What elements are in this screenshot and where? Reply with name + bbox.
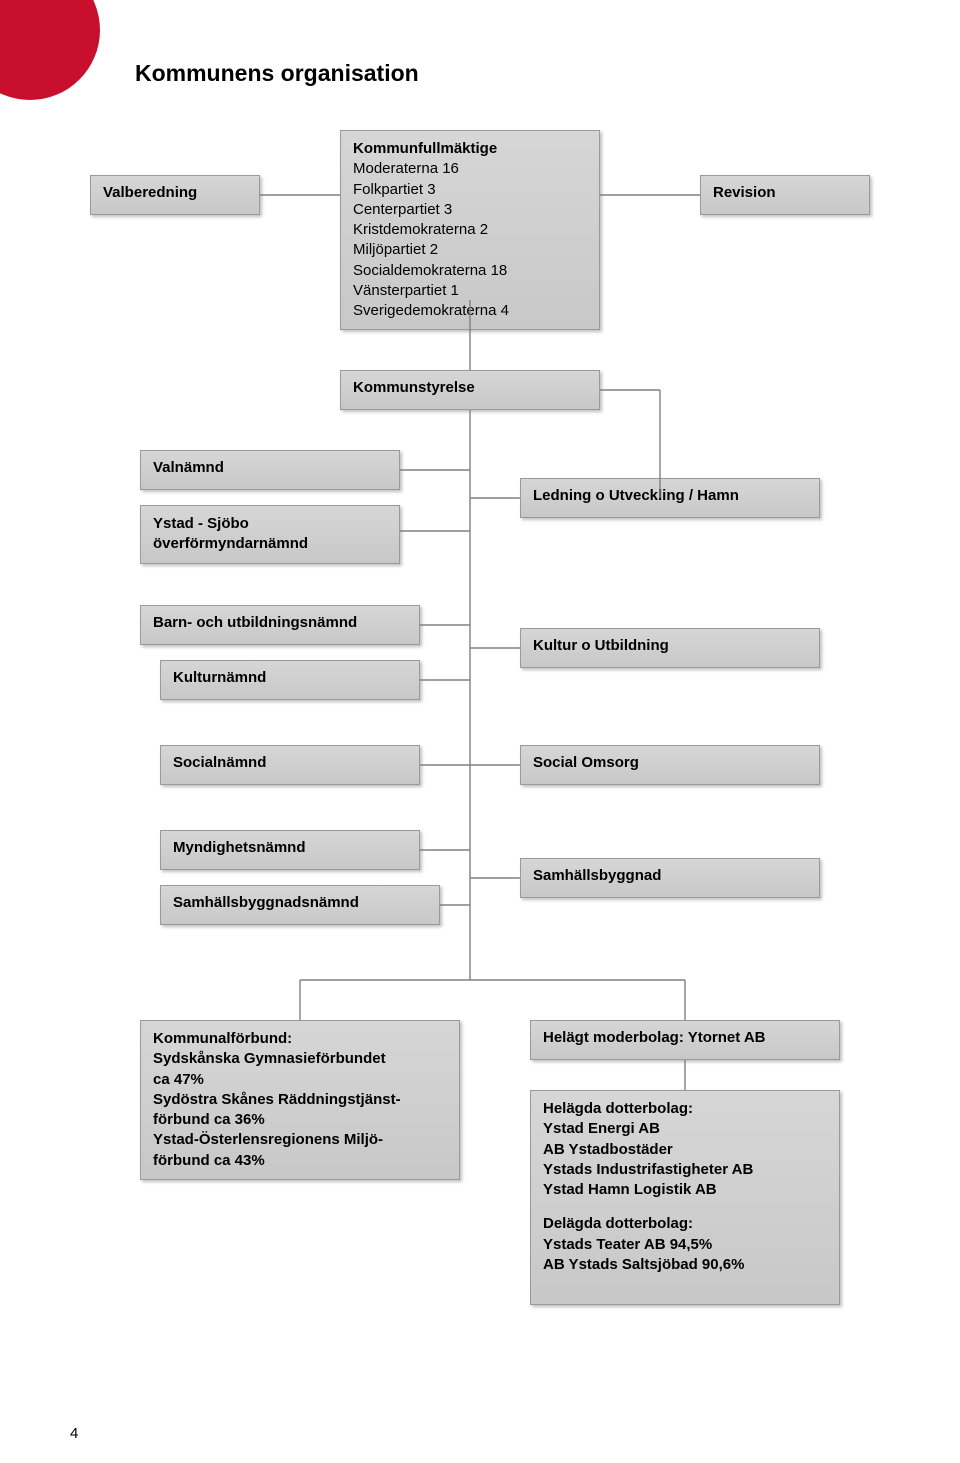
party-line: Miljöpartiet 2 [353, 240, 587, 260]
label: Barn- och utbildningsnämnd [153, 614, 357, 631]
line: Ystads Industrifastigheter AB [543, 1160, 827, 1180]
label: Revision [713, 184, 776, 201]
box-valberedning: Valberedning [90, 175, 260, 215]
line: Ystad Energi AB [543, 1119, 827, 1139]
box-dotterbolag: Helägda dotterbolag:Ystad Energi ABAB Ys… [530, 1090, 840, 1305]
group-heading: Helägda dotterbolag: [543, 1099, 827, 1119]
box-kommunstyrelse: Kommunstyrelse [340, 370, 600, 410]
label: Samhällsbyggnadsnämnd [173, 894, 359, 911]
label: Social Omsorg [533, 754, 639, 771]
party-line: Kristdemokraterna 2 [353, 220, 587, 240]
heading2: överförmyndarnämnd [153, 534, 387, 554]
party-line: Vänsterpartiet 1 [353, 281, 587, 301]
party-line: Sverigedemokraterna 4 [353, 301, 587, 321]
heading: Kommunalförbund: [153, 1029, 447, 1049]
label: Ledning o Utveckling / Hamn [533, 487, 739, 504]
label: Samhällsbyggnad [533, 867, 661, 884]
line: AB Ystadbostäder [543, 1140, 827, 1160]
label: Valberedning [103, 184, 197, 201]
label: Helägt moderbolag: Ytornet AB [543, 1029, 766, 1046]
party-line: Socialdemokraterna 18 [353, 261, 587, 281]
line: ca 47% [153, 1070, 447, 1090]
box-samhallsbyggnadsnamnd: Samhällsbyggnadsnämnd [160, 885, 440, 925]
party-line: Centerpartiet 3 [353, 200, 587, 220]
line: förbund ca 43% [153, 1151, 447, 1171]
box-revision: Revision [700, 175, 870, 215]
label: Socialnämnd [173, 754, 266, 771]
box-ledning: Ledning o Utveckling / Hamn [520, 478, 820, 518]
box-valnamnd: Valnämnd [140, 450, 400, 490]
line: Sydskånska Gymnasieförbundet [153, 1049, 447, 1069]
party-line: Folkpartiet 3 [353, 180, 587, 200]
page-title: Kommunens organisation [135, 60, 419, 87]
label: Kommunstyrelse [353, 379, 475, 396]
line: förbund ca 36% [153, 1110, 447, 1130]
heading: Ystad - Sjöbo [153, 514, 387, 534]
box-social-omsorg: Social Omsorg [520, 745, 820, 785]
group-heading: Delägda dotterbolag: [543, 1214, 827, 1234]
line: Ystad Hamn Logistik AB [543, 1180, 827, 1200]
party-line: Moderaterna 16 [353, 159, 587, 179]
line: Sydöstra Skånes Räddningstjänst- [153, 1090, 447, 1110]
label: Valnämnd [153, 459, 224, 476]
box-kommunalforbund: Kommunalförbund:Sydskånska Gymnasieförbu… [140, 1020, 460, 1180]
box-kulturnamnd: Kulturnämnd [160, 660, 420, 700]
line: Ystad-Österlensregionens Miljö- [153, 1130, 447, 1150]
label: Kulturnämnd [173, 669, 266, 686]
box-samhallsbyggnad: Samhällsbyggnad [520, 858, 820, 898]
line: Ystads Teater AB 94,5% [543, 1235, 827, 1255]
corner-decoration [0, 0, 100, 100]
box-myndighetsnamnd: Myndighetsnämnd [160, 830, 420, 870]
label: Kultur o Utbildning [533, 637, 669, 654]
page-number: 4 [70, 1425, 78, 1442]
heading: Kommunfullmäktige [353, 139, 587, 159]
box-barn: Barn- och utbildningsnämnd [140, 605, 420, 645]
box-kultur-utbildning: Kultur o Utbildning [520, 628, 820, 668]
box-ystad-sjobo: Ystad - Sjöboöverförmyndarnämnd [140, 505, 400, 564]
label: Myndighetsnämnd [173, 839, 306, 856]
box-socialnamnd: Socialnämnd [160, 745, 420, 785]
box-moderbolag: Helägt moderbolag: Ytornet AB [530, 1020, 840, 1060]
box-kommunfullmaktige: KommunfullmäktigeModeraterna 16Folkparti… [340, 130, 600, 330]
line: AB Ystads Saltsjöbad 90,6% [543, 1255, 827, 1275]
